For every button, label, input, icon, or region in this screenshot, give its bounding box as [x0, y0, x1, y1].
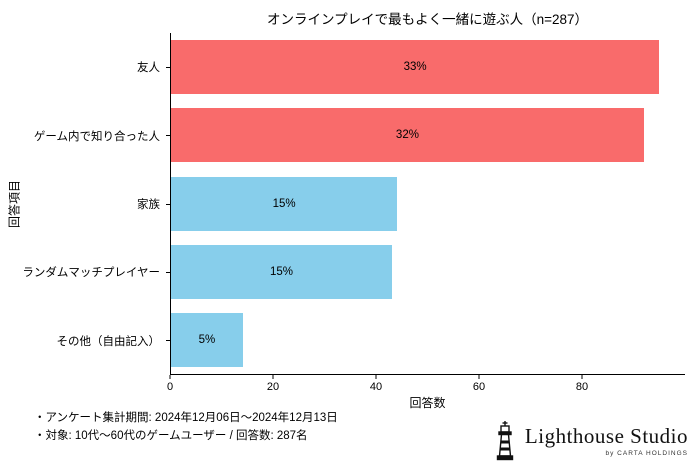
y-label-row: 友人 [0, 33, 170, 101]
logo: Lighthouse Studio by CARTA HOLDINGS [493, 420, 688, 462]
chart-row: 33% [171, 33, 685, 101]
logo-text: Lighthouse Studio by CARTA HOLDINGS [525, 425, 688, 456]
y-tick-mark [166, 135, 170, 137]
x-tick-mark [581, 375, 583, 379]
y-tick-label: ゲーム内で知り合った人 [33, 130, 160, 143]
x-axis: 0 20 40 60 80 [166, 375, 685, 399]
x-tick-mark [375, 375, 377, 379]
y-tick-mark [166, 340, 170, 342]
x-tick-mark [478, 375, 480, 379]
x-axis-label: 回答数 [409, 396, 446, 410]
footer-notes: ・アンケート集計期間: 2024年12月06日〜2024年12月13日 ・対象:… [34, 409, 338, 445]
bar: 15% [171, 244, 393, 299]
logo-name: Lighthouse Studio [524, 424, 688, 449]
x-tick-label: 60 [472, 381, 486, 393]
y-tick-mark [166, 203, 170, 205]
footer-note-period: ・アンケート集計期間: 2024年12月06日〜2024年12月13日 [34, 412, 338, 424]
chart-rows: 33% 32% 15% 15% 5% [171, 33, 685, 374]
x-tick-label: 80 [575, 381, 589, 393]
bar: 33% [171, 40, 660, 95]
logo-subtitle: by CARTA HOLDINGS [605, 449, 688, 457]
y-tick-label: ランダムマッチプレイヤー [22, 267, 160, 280]
x-tick-mark [272, 375, 274, 379]
x-tick-label: 20 [266, 381, 280, 393]
y-label-row: ゲーム内で知り合った人 [0, 101, 170, 169]
y-tick-label: 友人 [137, 62, 160, 75]
bar-value-label: 32% [395, 129, 419, 142]
bar-value-label: 5% [198, 333, 216, 346]
x-tick-label: 40 [369, 381, 383, 393]
y-tick-label: 家族 [137, 199, 160, 212]
bar: 15% [171, 176, 398, 231]
chart-title: オンラインプレイで最もよく一緒に遊ぶ人（n=287） [266, 12, 588, 27]
y-tick-mark [166, 66, 170, 68]
y-tick-mark [166, 271, 170, 273]
plot-area: 33% 32% 15% 15% 5% [170, 33, 685, 375]
y-label-row: 家族 [0, 170, 170, 238]
y-labels: 友人ゲーム内で知り合った人家族ランダムマッチプレイヤーその他（自由記入） [0, 33, 170, 375]
y-label-row: ランダムマッチプレイヤー [0, 238, 170, 306]
lighthouse-icon [493, 420, 517, 462]
footer-note-target: ・対象: 10代〜60代のゲームユーザー / 回答数: 287名 [34, 430, 308, 442]
x-tick-label: 0 [166, 381, 174, 393]
chart-row: 15% [171, 238, 685, 306]
x-tick-mark [169, 375, 171, 379]
chart-row: 15% [171, 169, 685, 237]
y-label-row: その他（自由記入） [0, 307, 170, 375]
chart-row: 32% [171, 101, 685, 169]
y-tick-label: その他（自由記入） [56, 335, 161, 348]
bar-value-label: 15% [272, 197, 296, 210]
bar-value-label: 15% [269, 265, 294, 278]
bar-value-label: 33% [403, 61, 427, 74]
bar: 32% [171, 108, 644, 163]
chart-row: 5% [171, 306, 685, 374]
bar: 5% [171, 312, 243, 367]
